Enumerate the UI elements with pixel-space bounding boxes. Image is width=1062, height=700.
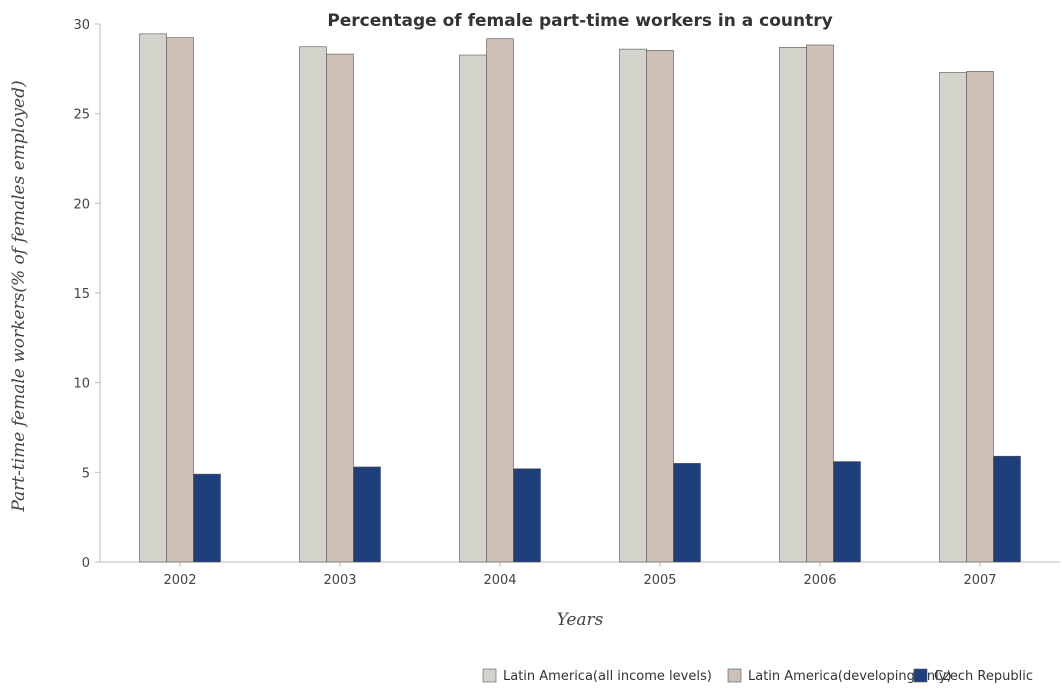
bar <box>993 455 1021 563</box>
bar <box>779 47 807 563</box>
y-tick-label: 25 <box>73 108 90 123</box>
x-axis-title: Years <box>557 610 604 630</box>
legend-label: Latin America(developing only) <box>748 669 952 684</box>
bar <box>193 473 221 563</box>
bar <box>353 466 381 563</box>
y-tick-label: 10 <box>73 377 90 392</box>
bar <box>139 33 167 563</box>
y-tick-label: 20 <box>73 197 90 212</box>
x-tick-label: 2004 <box>483 573 516 588</box>
y-tick-label: 30 <box>73 18 90 33</box>
x-tick-label: 2007 <box>963 573 996 588</box>
legend-swatch <box>482 668 497 683</box>
bar <box>326 53 354 563</box>
x-ticks: 2002 2003 2004 2005 2006 2007 <box>163 562 997 588</box>
bar <box>513 468 541 563</box>
bar <box>806 44 834 563</box>
bar <box>486 38 514 563</box>
x-tick-label: 2006 <box>803 573 836 588</box>
bar <box>619 48 647 563</box>
y-axis: 0 5 10 15 20 25 30 <box>73 18 101 571</box>
bar <box>646 50 674 563</box>
y-tick-label: 15 <box>73 287 90 302</box>
y-tick-label: 0 <box>82 556 90 571</box>
legend-swatch <box>727 668 742 683</box>
x-axis: 2002 2003 2004 2005 2006 2007 <box>100 561 1060 588</box>
bar <box>939 72 967 563</box>
x-tick-label: 2005 <box>643 573 676 588</box>
x-tick-label: 2003 <box>323 573 356 588</box>
y-tick-label: 5 <box>82 466 90 481</box>
y-ticks: 0 5 10 15 20 25 30 <box>73 18 100 571</box>
bar <box>166 37 194 563</box>
bar <box>299 46 327 563</box>
bar <box>833 461 861 563</box>
bar <box>459 54 487 563</box>
legend-label: Latin America(all income levels) <box>503 669 712 684</box>
legend: Latin America(all income levels) Latin Am… <box>482 668 1033 684</box>
legend-swatch <box>913 668 928 683</box>
x-tick-label: 2002 <box>163 573 196 588</box>
bars <box>139 33 1021 563</box>
y-axis-title: Part-time female workers(% of females em… <box>9 80 29 512</box>
legend-label: Czech Republic <box>934 669 1033 684</box>
bar <box>673 463 701 563</box>
bar <box>966 71 994 563</box>
chart-title: Percentage of female part-time workers i… <box>327 11 832 31</box>
